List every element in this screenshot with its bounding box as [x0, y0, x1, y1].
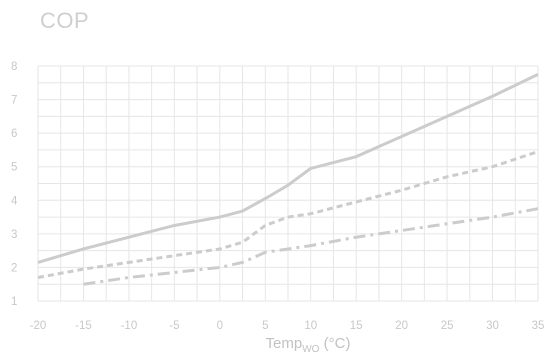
x-tick-label: 25 — [441, 320, 454, 332]
series-line-3-dashdot — [83, 207, 539, 286]
series-line-1-solid — [37, 73, 539, 264]
x-tick-label: 10 — [304, 320, 317, 332]
x-tick-label: 35 — [532, 320, 545, 332]
y-tick-label: 6 — [11, 128, 17, 140]
x-tick-label: 0 — [217, 320, 223, 332]
x-axis-label-main: Temp — [266, 335, 303, 352]
x-tick-label: 30 — [486, 320, 499, 332]
series-group — [37, 73, 539, 286]
y-tick-label: 8 — [11, 61, 17, 73]
x-axis-ticks: -20 -15 -10 -5 0 5 10 15 20 25 30 35 — [30, 320, 545, 332]
x-axis-label-sub: WO — [302, 344, 319, 355]
y-tick-label: 1 — [11, 296, 17, 308]
y-tick-label: 7 — [11, 95, 17, 107]
chart-title: COP — [40, 8, 90, 33]
x-tick-label: -10 — [121, 320, 138, 332]
y-tick-label: 3 — [11, 229, 17, 241]
grid-lines — [37, 65, 539, 302]
x-tick-label: -20 — [30, 320, 47, 332]
x-tick-label: 20 — [395, 320, 408, 332]
y-axis-ticks: 1 2 3 4 5 6 7 8 — [11, 61, 18, 308]
x-tick-label: -5 — [169, 320, 179, 332]
x-tick-label: 15 — [350, 320, 363, 332]
y-tick-label: 5 — [11, 162, 17, 174]
x-tick-label: -15 — [75, 320, 92, 332]
y-tick-label: 2 — [11, 262, 17, 274]
x-tick-label: 5 — [262, 320, 268, 332]
y-tick-label: 4 — [11, 195, 18, 207]
x-axis-label: TempWO (°C) — [266, 335, 351, 355]
x-axis-label-unit: (°C) — [319, 335, 350, 352]
